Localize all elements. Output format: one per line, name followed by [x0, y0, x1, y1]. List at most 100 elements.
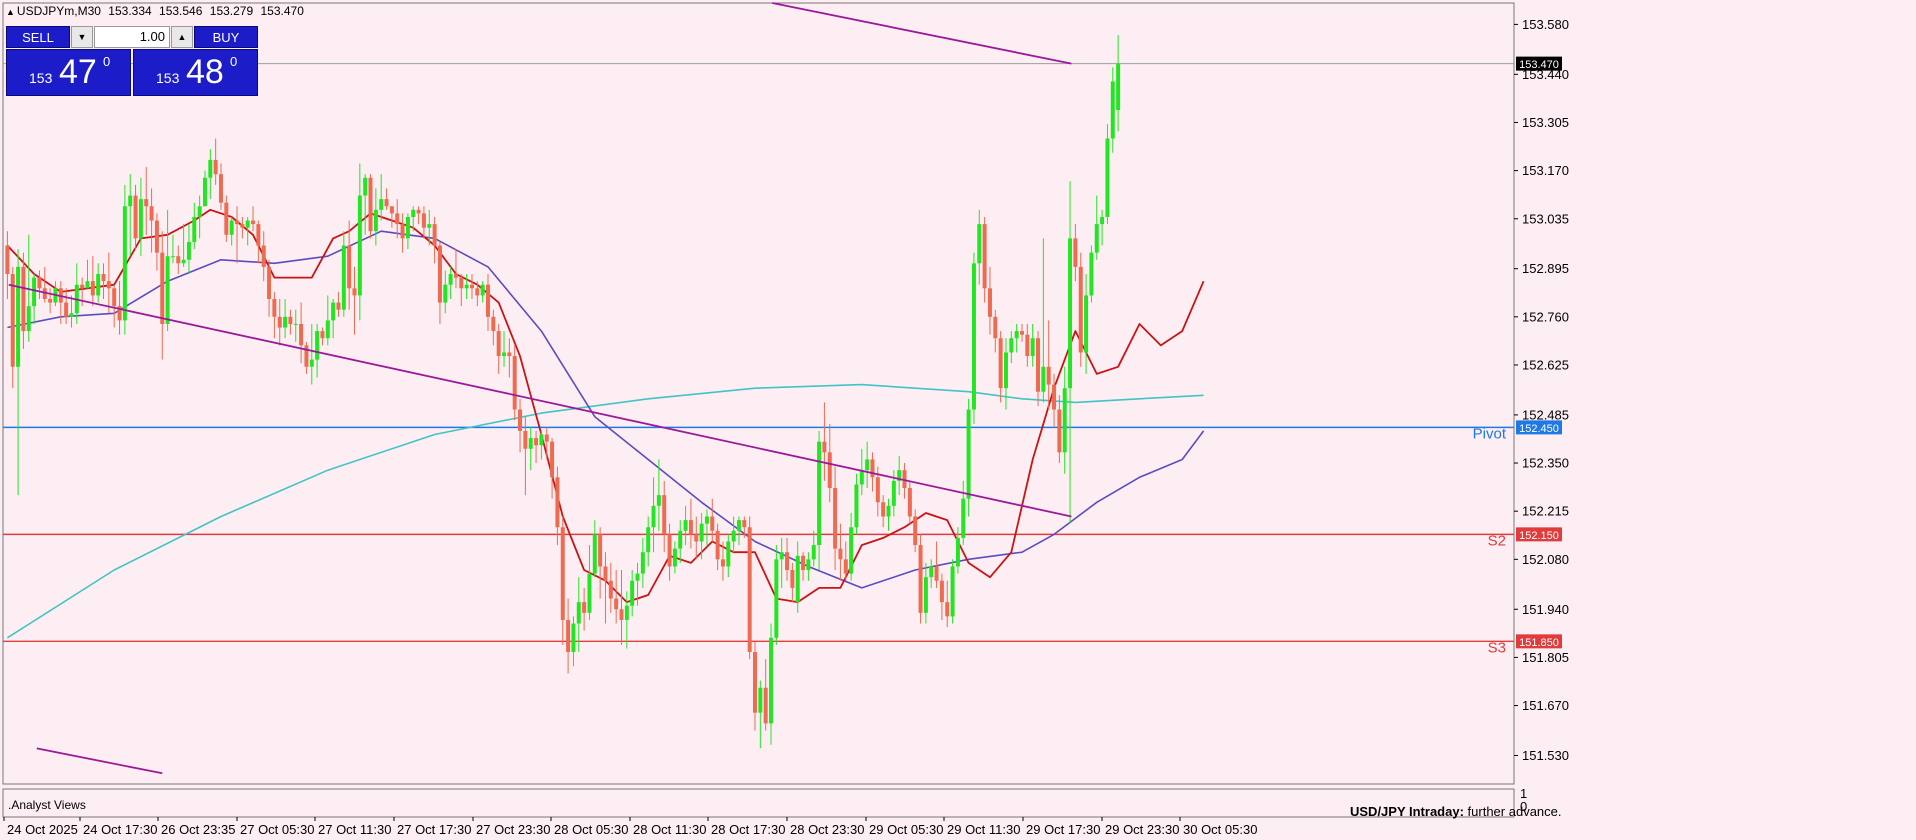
ohlc-close: 153.470: [260, 4, 304, 18]
sell-price-display[interactable]: 153 47 0: [6, 49, 131, 96]
candle-47: [256, 220, 261, 264]
candle-body: [619, 609, 624, 620]
candle-body: [1020, 331, 1024, 335]
candle-body: [977, 224, 982, 264]
candle-body: [90, 281, 95, 296]
candle-189: [1014, 323, 1019, 353]
trendline-2: [36, 747, 163, 775]
candle-79: [427, 209, 432, 246]
candle-body: [267, 266, 272, 299]
candle-body: [854, 484, 859, 528]
candle-194: [1041, 238, 1046, 403]
y-tick-label: 151.940: [1522, 602, 1569, 617]
sell-price-fraction: 0: [103, 54, 111, 69]
candle-60: [325, 295, 330, 346]
candle-body: [827, 452, 832, 489]
candle-body: [1078, 266, 1083, 353]
candle-body: [736, 520, 741, 531]
candle-body: [138, 199, 143, 239]
candle-12: [69, 295, 74, 328]
candle-body: [528, 438, 533, 449]
candle-198: [1062, 366, 1067, 474]
candle-body: [897, 470, 902, 481]
candle-69: [373, 188, 378, 246]
candle-130: [699, 512, 704, 560]
candle-body: [886, 505, 891, 517]
candle-134: [720, 541, 725, 581]
candle-115: [619, 570, 624, 645]
sell-button[interactable]: SELL: [6, 26, 70, 48]
candle-body: [122, 206, 127, 321]
time-axis: 24 Oct 2025 24 Oct 17:30 26 Oct 23:35 27 Oc…: [3, 817, 1257, 837]
candle-body: [144, 199, 149, 207]
candle-160: [859, 448, 864, 496]
x-tick-label: 28 Oct 05:30: [554, 822, 628, 837]
x-tick-label: 29 Oct 17:30: [1026, 822, 1100, 837]
buy-price-display[interactable]: 153 48 0: [133, 49, 258, 96]
candle-body: [929, 566, 934, 578]
candle-body: [576, 602, 581, 624]
candle-35: [192, 202, 197, 250]
candle-192: [1030, 323, 1035, 367]
y-tick-label: 151.805: [1522, 650, 1569, 665]
candle-57: [309, 323, 314, 385]
candle-body: [779, 552, 784, 560]
candle-body: [368, 177, 373, 232]
candle-body: [389, 206, 394, 214]
buy-button[interactable]: BUY: [194, 26, 258, 48]
candle-body: [560, 527, 565, 620]
candle-89: [480, 281, 485, 303]
candle-body: [544, 434, 549, 442]
y-tick-label: 153.305: [1522, 115, 1569, 130]
candle-70: [379, 174, 384, 221]
candle-body: [106, 281, 111, 289]
candle-158: [849, 512, 854, 581]
x-tick-label: 27 Oct 05:30: [240, 822, 314, 837]
candle-9: [53, 281, 58, 307]
candle-body: [1036, 338, 1041, 392]
x-tick-label: 28 Oct 23:30: [790, 822, 864, 837]
candle-body: [16, 266, 21, 367]
candle-136: [731, 516, 736, 553]
lot-decrease-button[interactable]: ▼: [71, 26, 93, 48]
candle-28: [154, 213, 159, 271]
candle-175: [939, 573, 944, 620]
candle-142: [763, 659, 768, 731]
candle-body: [646, 527, 651, 553]
candle-5: [32, 274, 37, 324]
lot-size-input[interactable]: 1.00: [94, 26, 170, 48]
collapse-triangle-icon[interactable]: ▲: [6, 7, 15, 17]
level-tag-bg-pivot: [1516, 420, 1562, 435]
lot-increase-button[interactable]: ▲: [171, 26, 193, 48]
candle-25: [138, 177, 143, 257]
candle-159: [854, 473, 859, 535]
candle-body: [443, 284, 448, 303]
candle-body: [437, 245, 442, 303]
candle-123: [662, 480, 667, 553]
candle-172: [923, 562, 928, 624]
candle-144: [774, 545, 779, 645]
candle-body: [865, 459, 870, 471]
candle-150: [806, 552, 811, 581]
candle-193: [1036, 331, 1041, 406]
candle-199: [1068, 181, 1073, 524]
candle-body: [731, 530, 736, 542]
candle-body: [48, 298, 53, 303]
candle-179: [961, 480, 966, 546]
candle-body: [165, 256, 170, 324]
candle-body: [688, 520, 693, 535]
level-label-pivot: Pivot: [1473, 425, 1507, 442]
candle-body: [229, 220, 234, 235]
candle-body: [891, 480, 896, 506]
candle-207: [1110, 67, 1115, 153]
candle-body: [411, 209, 416, 217]
chart-frame: 10: [2, 2, 1527, 818]
candle-body: [133, 195, 138, 239]
candle-body: [1073, 238, 1078, 267]
candle-body: [235, 220, 240, 225]
candle-78: [421, 206, 426, 239]
analysis-title: USD/JPY Intraday:: [1350, 804, 1464, 819]
candle-body: [683, 520, 688, 531]
candle-body: [704, 516, 709, 524]
candle-body: [817, 441, 822, 546]
